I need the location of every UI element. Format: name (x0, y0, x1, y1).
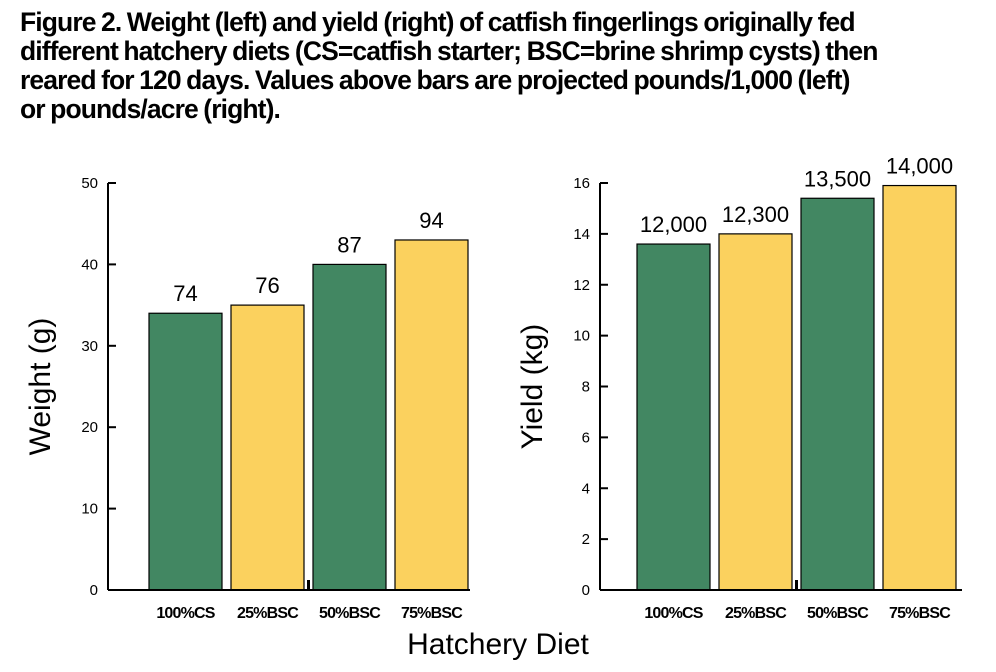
weight-y-tick-label-5: 50 (81, 175, 98, 192)
yield-y-tick-label-8: 16 (573, 175, 590, 192)
yield-bar-2 (718, 233, 793, 591)
weight-bar-label-3: 87 (337, 232, 361, 257)
weight-y-axis-label: Weight (g) (24, 318, 57, 456)
weight-y-tick-label-4: 40 (81, 256, 98, 273)
yield-bar-label-4: 14,000 (886, 154, 953, 179)
yield-bar-label-1: 12,000 (640, 212, 707, 237)
yield-y-axis-label: Yield (kg) (516, 324, 549, 450)
weight-y-tick-label-0: 0 (90, 582, 98, 599)
weight-bar-4 (394, 239, 469, 591)
yield-bar-3 (800, 197, 875, 591)
weight-bar-label-4: 94 (419, 208, 443, 233)
yield-x-tick-label-2: 25%BSC (725, 605, 787, 622)
yield-y-tick-label-0: 0 (582, 582, 590, 599)
caption-line-1: Figure 2. Weight (left) and yield (right… (20, 7, 856, 37)
yield-x-tick-label-1: 100%CS (644, 605, 703, 622)
weight-y-tick-label-1: 10 (81, 501, 98, 518)
caption-line-2: different hatchery diets (CS=catfish sta… (20, 36, 878, 66)
weight-y-tick-label-3: 30 (81, 338, 98, 355)
weight-bar-label-1: 74 (173, 281, 197, 306)
yield-x-tick-label-4: 75%BSC (889, 605, 951, 622)
yield-y-tick-label-1: 2 (582, 531, 590, 548)
weight-bar-1 (148, 312, 223, 591)
yield-bar-label-2: 12,300 (722, 202, 789, 227)
weight-x-tick-label-3: 50%BSC (319, 605, 381, 622)
yield-bar-1 (636, 243, 711, 591)
yield-y-tick-label-7: 14 (573, 226, 590, 243)
weight-y-tick-label-2: 20 (81, 419, 98, 436)
figure-caption: Figure 2. Weight (left) and yield (right… (20, 8, 980, 124)
yield-bar-label-3: 13,500 (804, 166, 871, 191)
x-axis-label: Hatchery Diet (407, 628, 589, 661)
weight-x-tick-label-2: 25%BSC (237, 605, 299, 622)
yield-y-tick-label-3: 6 (582, 429, 590, 446)
weight-bar-2 (230, 304, 305, 591)
weight-x-tick-label-1: 100%CS (156, 605, 215, 622)
yield-y-tick-label-2: 4 (582, 480, 590, 497)
caption-line-3: reared for 120 days. Values above bars a… (20, 65, 850, 95)
yield-x-tick-label-3: 50%BSC (807, 605, 869, 622)
yield-bar-4 (882, 184, 957, 591)
yield-y-tick-label-4: 8 (582, 379, 590, 396)
weight-bar-3 (312, 263, 387, 591)
weight-x-tick-label-4: 75%BSC (401, 605, 463, 622)
yield-y-tick-label-6: 12 (573, 277, 590, 294)
weight-bar-label-2: 76 (255, 273, 279, 298)
caption-line-4: or pounds/acre (right). (20, 94, 281, 124)
yield-y-tick-label-5: 10 (573, 328, 590, 345)
